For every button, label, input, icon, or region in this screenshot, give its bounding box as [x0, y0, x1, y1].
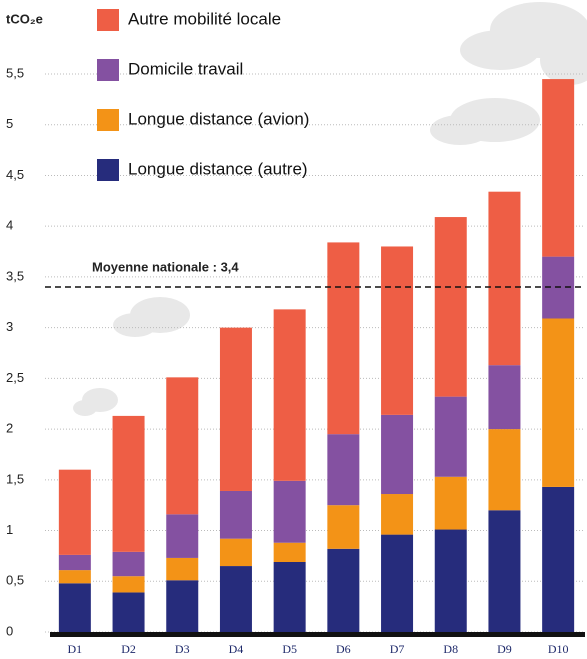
bar-segment	[113, 416, 145, 552]
bar-segment	[220, 539, 252, 566]
bar-segment	[435, 477, 467, 530]
bar-segment	[488, 365, 520, 429]
legend-label: Longue distance (avion)	[128, 109, 309, 128]
bar-segment	[274, 309, 306, 480]
legend-swatch	[97, 59, 119, 81]
x-tick-label: D7	[390, 642, 405, 656]
y-tick-label: 2,5	[6, 370, 24, 385]
legend-label: Domicile travail	[128, 59, 243, 78]
bar-segment	[59, 470, 91, 555]
x-tick-label: D2	[121, 642, 136, 656]
x-tick-label: D1	[68, 642, 83, 656]
bar-segment	[166, 514, 198, 558]
legend-swatch	[97, 9, 119, 31]
bar-segment	[113, 576, 145, 592]
y-tick-label: 3,5	[6, 268, 24, 283]
legend-swatch	[97, 159, 119, 181]
y-tick-label: 1	[6, 522, 13, 537]
bar-segment	[220, 491, 252, 539]
bar-segment	[59, 570, 91, 583]
bar-segment	[274, 562, 306, 632]
x-tick-label: D8	[443, 642, 458, 656]
x-tick-label: D10	[548, 642, 569, 656]
chart: tCO₂e 0 0,5 1 1,5 2 2,5 3 3,5 4 4,5 5 5,5 D1 D2 D3 D4 D5…	[0, 0, 587, 659]
legend-label: Longue distance (autre)	[128, 159, 308, 178]
bar-segment	[166, 558, 198, 580]
bar-segment	[59, 555, 91, 570]
y-axis-label: tCO₂e	[6, 11, 43, 26]
y-tick-label: 1,5	[6, 471, 24, 486]
legend-swatch	[97, 109, 119, 131]
x-tick-label: D3	[175, 642, 190, 656]
y-tick-label: 0,5	[6, 573, 24, 588]
bar-segment	[435, 397, 467, 477]
bar-segment	[381, 415, 413, 494]
bar-segment	[381, 246, 413, 414]
bar-segment	[488, 192, 520, 365]
y-tick-label: 5,5	[6, 65, 24, 80]
bar-segment	[542, 487, 574, 632]
bar-segment	[113, 592, 145, 632]
y-tick-label: 0	[6, 623, 13, 638]
bar-segment	[327, 242, 359, 434]
y-tick-label: 5	[6, 116, 13, 131]
y-tick-label: 4,5	[6, 167, 24, 182]
bar-segment	[59, 583, 91, 632]
bar-segment	[327, 434, 359, 505]
x-tick-label: D4	[229, 642, 244, 656]
y-tick-label: 2	[6, 421, 13, 436]
bar-segment	[488, 429, 520, 510]
y-tick-label: 4	[6, 218, 13, 233]
bar-segment	[220, 328, 252, 491]
bar-segment	[274, 543, 306, 562]
bar-segment	[274, 481, 306, 543]
bar-segment	[166, 377, 198, 514]
y-tick-label: 3	[6, 319, 13, 334]
bar-segment	[113, 552, 145, 576]
bar-segment	[166, 580, 198, 632]
bar-segment	[488, 510, 520, 632]
bar-segment	[220, 566, 252, 632]
x-axis	[50, 632, 585, 637]
bar-segment	[381, 535, 413, 632]
x-tick-label: D6	[336, 642, 351, 656]
x-tick-label: D9	[497, 642, 512, 656]
bar-segment	[435, 530, 467, 632]
bar-segment	[327, 505, 359, 549]
reference-label: Moyenne nationale : 3,4	[92, 259, 239, 274]
bar-segment	[381, 494, 413, 535]
bar-segment	[542, 319, 574, 487]
x-tick-label: D5	[282, 642, 297, 656]
bar-segment	[435, 217, 467, 397]
bar-segment	[542, 79, 574, 257]
bar-segment	[327, 549, 359, 632]
legend-label: Autre mobilité locale	[128, 9, 281, 28]
